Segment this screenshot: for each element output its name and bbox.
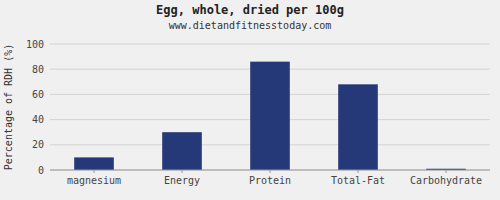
y-axis-label: Percentage of RDH (%) — [3, 44, 14, 170]
chart-container: Egg, whole, dried per 100g www.dietandfit… — [0, 0, 500, 200]
y-tick-label: 0 — [38, 165, 44, 176]
x-tick — [358, 170, 359, 173]
y-tick-label: 100 — [26, 39, 44, 50]
x-tick-label: magnesium — [67, 175, 121, 186]
y-tick-label: 40 — [32, 114, 44, 125]
chart: Egg, whole, dried per 100g www.dietandfit… — [0, 0, 500, 200]
y-tick-label: 20 — [32, 139, 44, 150]
y-tick-label: 80 — [32, 64, 44, 75]
x-tick — [270, 170, 271, 173]
title: Egg, whole, dried per 100g — [156, 3, 344, 17]
x-tick-label: Protein — [249, 175, 291, 186]
x-tick-label: Energy — [164, 175, 200, 186]
x-tick-label: Total-Fat — [331, 175, 385, 186]
x-tick — [94, 170, 95, 173]
y-tick-label: 60 — [32, 89, 44, 100]
bars — [74, 62, 466, 170]
bar — [162, 132, 202, 170]
x-tick-label: Carbohydrate — [410, 175, 482, 186]
grid-line — [50, 44, 490, 45]
x-tick — [446, 170, 447, 173]
bar — [250, 62, 290, 170]
x-tick — [182, 170, 183, 173]
subtitle: www.dietandfitnesstoday.com — [169, 20, 332, 31]
background — [0, 0, 500, 200]
bar — [338, 84, 378, 170]
bar — [74, 157, 114, 170]
